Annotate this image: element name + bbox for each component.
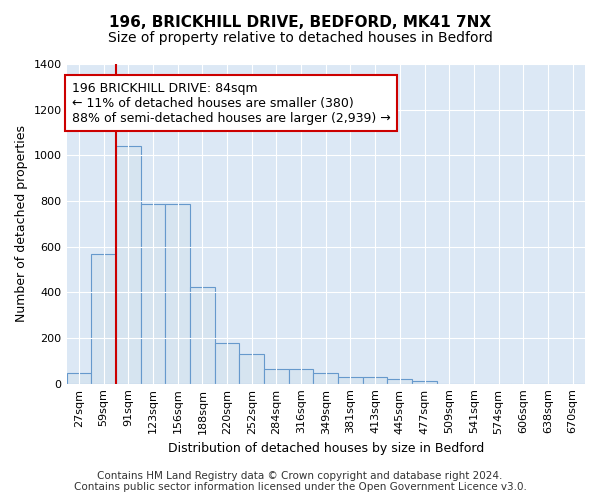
Text: Size of property relative to detached houses in Bedford: Size of property relative to detached ho… [107,31,493,45]
Bar [313,372,338,384]
Bar [363,378,388,384]
Bar [338,377,363,384]
Text: 196, BRICKHILL DRIVE, BEDFORD, MK41 7NX: 196, BRICKHILL DRIVE, BEDFORD, MK41 7NX [109,15,491,30]
Bar [140,204,165,384]
X-axis label: Distribution of detached houses by size in Bedford: Distribution of detached houses by size … [167,442,484,455]
Title: 196, BRICKHILL DRIVE, BEDFORD, MK41 7NX
Size of property relative to detached ho: 196, BRICKHILL DRIVE, BEDFORD, MK41 7NX … [0,499,1,500]
Bar [264,370,289,384]
Y-axis label: Number of detached properties: Number of detached properties [15,126,28,322]
Bar [165,204,190,384]
Bar [239,354,264,384]
Bar [91,254,116,384]
Text: 196 BRICKHILL DRIVE: 84sqm
← 11% of detached houses are smaller (380)
88% of sem: 196 BRICKHILL DRIVE: 84sqm ← 11% of deta… [72,82,391,124]
Bar [388,379,412,384]
Bar [190,286,215,384]
Bar [215,342,239,384]
Bar [67,374,91,384]
Text: Contains HM Land Registry data © Crown copyright and database right 2024.
Contai: Contains HM Land Registry data © Crown c… [74,471,526,492]
Bar [116,146,140,384]
Bar [289,370,313,384]
Bar [412,381,437,384]
